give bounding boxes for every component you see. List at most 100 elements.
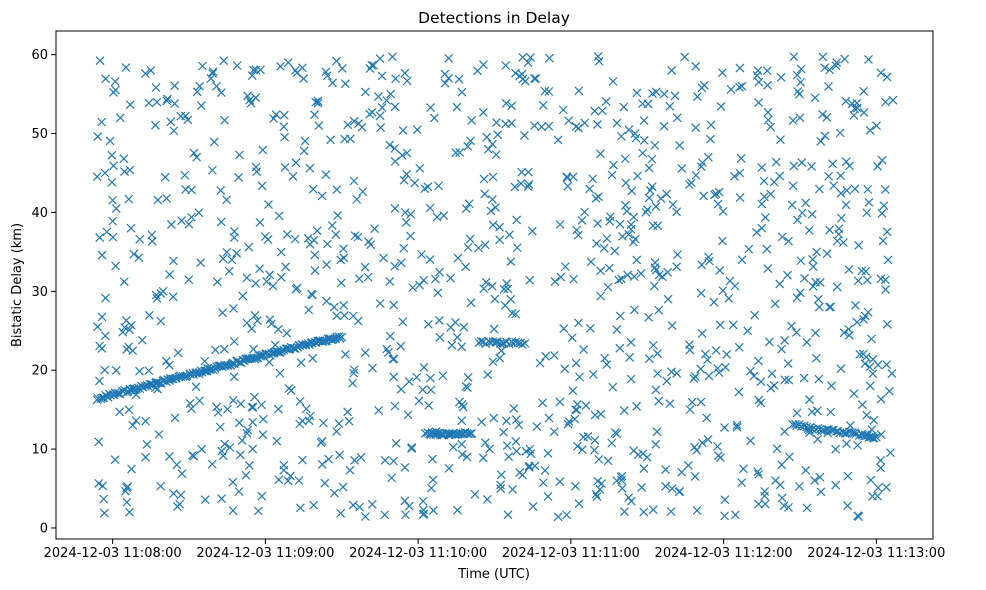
data-point [574, 318, 583, 328]
data-point [348, 500, 358, 510]
data-point [251, 93, 261, 103]
data-point [866, 475, 876, 485]
data-point [355, 502, 364, 512]
data-point [349, 116, 359, 126]
data-point [207, 165, 217, 175]
data-point [463, 383, 472, 392]
data-point [691, 61, 701, 71]
data-point [834, 229, 844, 239]
data-point [406, 209, 416, 219]
data-point [180, 170, 190, 180]
data-point [878, 236, 888, 246]
data-point [257, 491, 267, 501]
data-point [877, 208, 887, 218]
data-point [329, 302, 339, 312]
data-point [152, 293, 162, 303]
data-point [717, 236, 727, 246]
data-point [759, 192, 769, 202]
data-point [467, 428, 477, 438]
data-point [339, 311, 349, 320]
data-point [483, 370, 493, 380]
data-point [603, 456, 613, 466]
data-point [444, 463, 454, 473]
y-tick-label: 0 [40, 521, 48, 536]
data-point [412, 372, 422, 382]
data-point [754, 98, 764, 107]
data-point [217, 494, 227, 504]
data-point [367, 107, 377, 117]
data-point [784, 375, 794, 385]
data-point [714, 187, 724, 197]
data-point [772, 444, 782, 454]
data-point [252, 316, 262, 326]
data-point [654, 305, 664, 315]
data-point [603, 282, 613, 292]
data-point [313, 98, 323, 108]
data-point [724, 293, 734, 303]
data-point [858, 349, 868, 359]
data-point [446, 273, 456, 283]
data-point [610, 428, 620, 438]
data-point [98, 481, 108, 491]
data-point [882, 319, 892, 329]
data-point [792, 408, 802, 418]
data-point [643, 99, 653, 109]
data-point [415, 163, 425, 173]
data-point [352, 194, 362, 204]
data-point [737, 478, 747, 487]
data-point [730, 510, 740, 520]
data-point [788, 116, 798, 126]
data-point [249, 65, 259, 75]
data-point [523, 58, 533, 67]
data-point [512, 446, 521, 456]
data-point [680, 52, 690, 62]
data-point [524, 462, 534, 472]
data-point [279, 122, 289, 132]
data-point [850, 184, 860, 194]
data-point [356, 453, 366, 462]
data-point [869, 415, 879, 425]
data-point [273, 404, 283, 414]
data-point [514, 420, 524, 430]
data-point [754, 395, 764, 405]
data-point [626, 496, 636, 506]
data-point [235, 150, 244, 160]
data-point [134, 253, 144, 263]
data-point [625, 353, 635, 362]
data-point [828, 159, 838, 169]
data-point [540, 466, 550, 475]
data-point [526, 53, 535, 62]
data-point [457, 449, 467, 459]
data-point [783, 359, 793, 368]
data-point [488, 172, 498, 182]
data-point [607, 170, 617, 180]
data-point [763, 80, 773, 90]
data-point [176, 111, 186, 121]
data-point [107, 150, 117, 160]
data-point [567, 333, 577, 343]
data-point [501, 416, 511, 426]
data-point [248, 417, 258, 427]
data-point [321, 67, 331, 77]
data-point [811, 328, 820, 338]
data-point [630, 305, 639, 315]
data-point [403, 410, 413, 420]
data-point [319, 418, 328, 428]
data-point [629, 212, 639, 222]
data-point [115, 407, 125, 417]
data-point [527, 226, 537, 236]
data-point [97, 117, 107, 127]
data-point [530, 461, 540, 471]
data-point [862, 208, 872, 218]
data-point [732, 422, 742, 432]
data-point [151, 120, 160, 130]
data-point [651, 201, 661, 211]
data-point [805, 395, 814, 404]
data-point [630, 234, 640, 244]
data-point [479, 174, 489, 184]
data-point [168, 374, 178, 384]
data-point [677, 467, 687, 477]
data-point [652, 427, 662, 437]
data-point [386, 89, 396, 99]
data-point [577, 216, 587, 225]
